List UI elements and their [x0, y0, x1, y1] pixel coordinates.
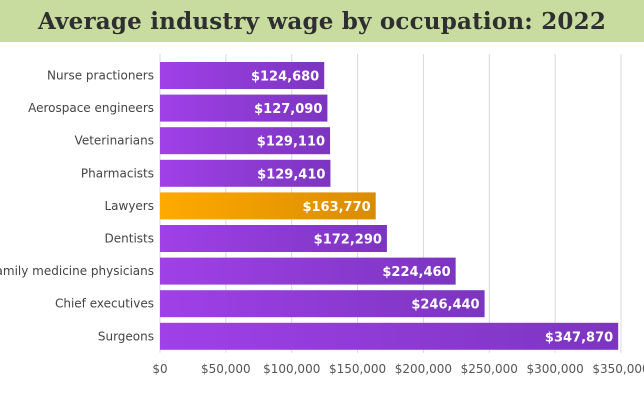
bar-chart: $0 $50,000 $100,000 $150,000 $200,000 $250,00… — [0, 54, 644, 376]
x-tick-label: $150,000 — [329, 362, 386, 376]
bar — [160, 257, 456, 285]
bar — [160, 62, 325, 89]
data-label: $224,460 — [382, 265, 450, 280]
x-tick-label: $0 — [152, 362, 167, 376]
category-label: Nurse practioners — [47, 69, 154, 83]
bar — [160, 94, 328, 122]
x-tick-label: $200,000 — [395, 362, 452, 376]
bar — [160, 127, 331, 155]
x-tick-label: $100,000 — [263, 362, 320, 376]
x-tick-label: $50,000 — [201, 362, 251, 376]
bar — [160, 225, 387, 252]
data-label: $246,440 — [411, 298, 479, 313]
category-label: Dentists — [105, 232, 154, 246]
data-label: $124,680 — [251, 70, 319, 85]
bar — [160, 159, 331, 187]
x-tick-label: $350,000 — [592, 362, 644, 376]
bar — [160, 192, 376, 220]
category-label: Aerospace engineers — [28, 101, 154, 115]
data-label: $129,410 — [257, 167, 325, 182]
bar — [160, 322, 619, 350]
data-label: $172,290 — [314, 233, 382, 248]
data-label: $127,090 — [254, 102, 322, 117]
title-bar: Average industry wage by occupation: 202… — [0, 0, 644, 42]
data-label: $129,110 — [257, 135, 325, 150]
data-label: $163,770 — [302, 200, 370, 215]
data-label: $347,870 — [545, 330, 613, 345]
labels: $0 $50,000 $100,000 $150,000 $200,000 $250,00… — [0, 69, 644, 376]
bars — [160, 62, 619, 350]
x-tick-label: $300,000 — [527, 362, 584, 376]
x-tick-label: $250,000 — [461, 362, 518, 376]
chart-title: Average industry wage by occupation: 202… — [37, 7, 607, 35]
category-label: Lawyers — [104, 199, 154, 213]
category-label: Pharmacists — [81, 166, 154, 180]
bar — [160, 290, 485, 318]
category-label: Veterinarians — [75, 134, 154, 148]
category-label: Family medicine physicians — [0, 264, 154, 278]
category-label: Surgeons — [98, 329, 154, 343]
category-label: Chief executives — [55, 297, 154, 311]
